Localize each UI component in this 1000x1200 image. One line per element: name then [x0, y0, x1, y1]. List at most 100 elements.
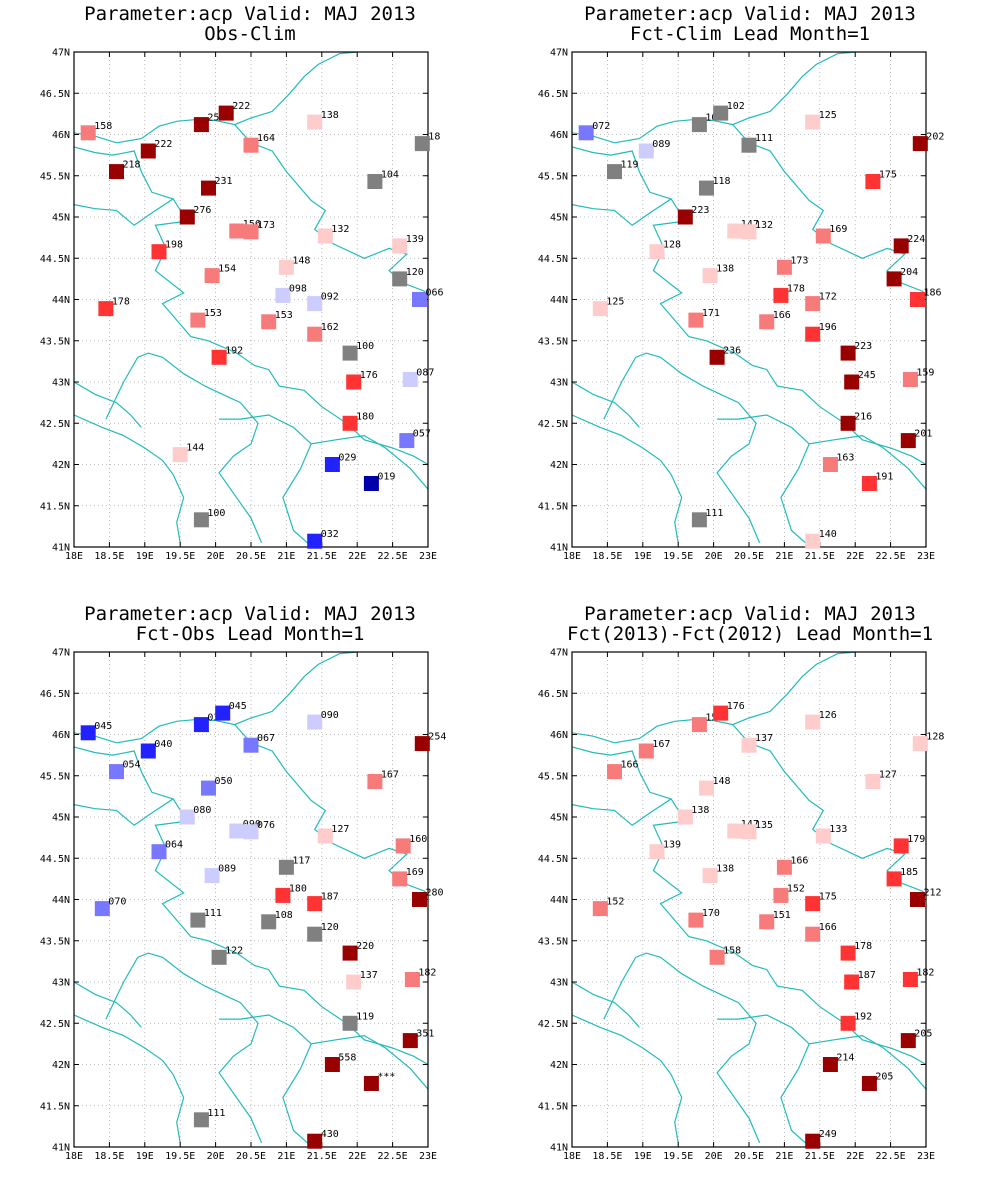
- station-value-label: 070: [108, 897, 126, 908]
- lat-tick-label: 41.5N: [40, 1101, 70, 1112]
- lon-tick-label: 22.5E: [378, 551, 408, 562]
- station-marker: [278, 859, 294, 875]
- station-value-label: 158: [94, 121, 112, 132]
- station-value-label: 166: [773, 310, 791, 321]
- station-value-label: 090: [321, 710, 339, 721]
- lon-tick-label: 20E: [705, 551, 723, 562]
- station-marker: [741, 224, 757, 240]
- station-marker: [402, 1033, 418, 1049]
- station-value-label: 158: [723, 945, 741, 956]
- station-marker: [677, 809, 693, 825]
- lon-tick-label: 18E: [563, 551, 581, 562]
- lat-tick-label: 44N: [550, 895, 568, 906]
- lon-tick-label: 22.5E: [876, 1151, 906, 1162]
- station-value-label: 178: [112, 297, 130, 308]
- lon-tick-label: 20.5E: [236, 551, 266, 562]
- lat-tick-label: 46.5N: [538, 89, 568, 100]
- panel-subtitle: Fct-Clim Lead Month=1: [630, 23, 870, 45]
- station-value-label: 108: [275, 910, 293, 921]
- station-marker: [307, 926, 323, 942]
- station-value-label: 151: [773, 910, 791, 921]
- lat-tick-label: 43.5N: [40, 336, 70, 347]
- lat-tick-label: 42N: [52, 1060, 70, 1071]
- station-marker: [324, 1057, 340, 1072]
- station-marker: [404, 972, 420, 987]
- station-marker: [342, 1015, 358, 1031]
- station-marker: [261, 914, 277, 930]
- station-marker: [317, 228, 333, 244]
- station-marker: [677, 209, 693, 225]
- lon-tick-label: 23E: [419, 551, 437, 562]
- station-marker: [342, 345, 358, 361]
- station-value-label: 117: [292, 855, 310, 866]
- station-marker: [727, 823, 743, 839]
- station-marker: [900, 1033, 916, 1049]
- lon-tick-label: 19.5E: [165, 1151, 195, 1162]
- lat-tick-label: 47N: [52, 48, 70, 59]
- lat-tick-label: 43N: [52, 978, 70, 989]
- station-value-label: 164: [257, 133, 275, 144]
- station-marker: [776, 859, 792, 875]
- station-value-label: 173: [257, 220, 275, 231]
- station-marker: [844, 374, 860, 390]
- station-value-label: 104: [381, 170, 399, 181]
- station-value-label: 198: [165, 240, 183, 251]
- lat-tick-label: 44N: [52, 295, 70, 306]
- station-marker: [151, 844, 167, 860]
- station-value-label: 138: [716, 864, 734, 875]
- station-value-label: 148: [292, 255, 310, 266]
- station-marker: [392, 271, 408, 287]
- station-marker: [691, 512, 707, 528]
- lon-tick-label: 19E: [136, 1151, 154, 1162]
- station-value-label: 127: [879, 770, 897, 781]
- station-marker: [151, 244, 167, 260]
- station-marker: [204, 868, 220, 884]
- station-marker: [412, 292, 427, 307]
- lon-tick-label: 22E: [348, 551, 366, 562]
- station-marker: [307, 714, 323, 730]
- station-value-label: 092: [321, 292, 339, 303]
- grid-lines: [74, 52, 428, 547]
- station-marker: [865, 174, 881, 189]
- station-marker: [243, 824, 259, 840]
- station-marker: [193, 717, 209, 733]
- station-value-label: 222: [232, 101, 250, 112]
- station-value-label: 176: [727, 701, 745, 712]
- station-marker: [638, 143, 654, 159]
- lat-tick-label: 43.5N: [538, 336, 568, 347]
- lat-tick-label: 42.5N: [40, 419, 70, 430]
- station-value-label: 182: [418, 968, 436, 979]
- station-value-label: 171: [702, 308, 720, 319]
- station-value-label: 139: [663, 840, 681, 851]
- station-marker: [402, 372, 418, 387]
- station-value-label: 111: [204, 908, 222, 919]
- station-marker: [342, 415, 358, 431]
- station-value-label: 100: [356, 341, 374, 352]
- lat-tick-label: 42N: [550, 1060, 568, 1071]
- station-marker: [367, 174, 383, 189]
- lat-tick-label: 45.5N: [538, 771, 568, 782]
- station-markers: 1582222572221641381821823110427615617313…: [80, 101, 444, 549]
- station-value-label: 153: [204, 308, 222, 319]
- station-value-label: 119: [621, 160, 639, 171]
- station-value-label: 133: [829, 824, 847, 835]
- station-marker: [840, 1015, 856, 1031]
- station-value-label: 196: [819, 322, 837, 333]
- station-marker: [805, 926, 821, 942]
- station-marker: [193, 512, 209, 528]
- station-marker: [861, 476, 877, 491]
- station-marker: [218, 105, 234, 121]
- station-value-label: 558: [338, 1053, 356, 1064]
- station-marker: [805, 326, 821, 342]
- station-marker: [278, 259, 294, 275]
- station-marker: [201, 180, 216, 196]
- station-value-label: 191: [875, 472, 893, 483]
- station-marker: [94, 901, 110, 917]
- station-value-label: 087: [416, 368, 434, 379]
- station-marker: [893, 838, 909, 854]
- station-marker: [109, 764, 124, 780]
- station-value-label: 276: [193, 205, 211, 216]
- station-marker: [691, 717, 707, 733]
- lon-tick-label: 21E: [277, 551, 295, 562]
